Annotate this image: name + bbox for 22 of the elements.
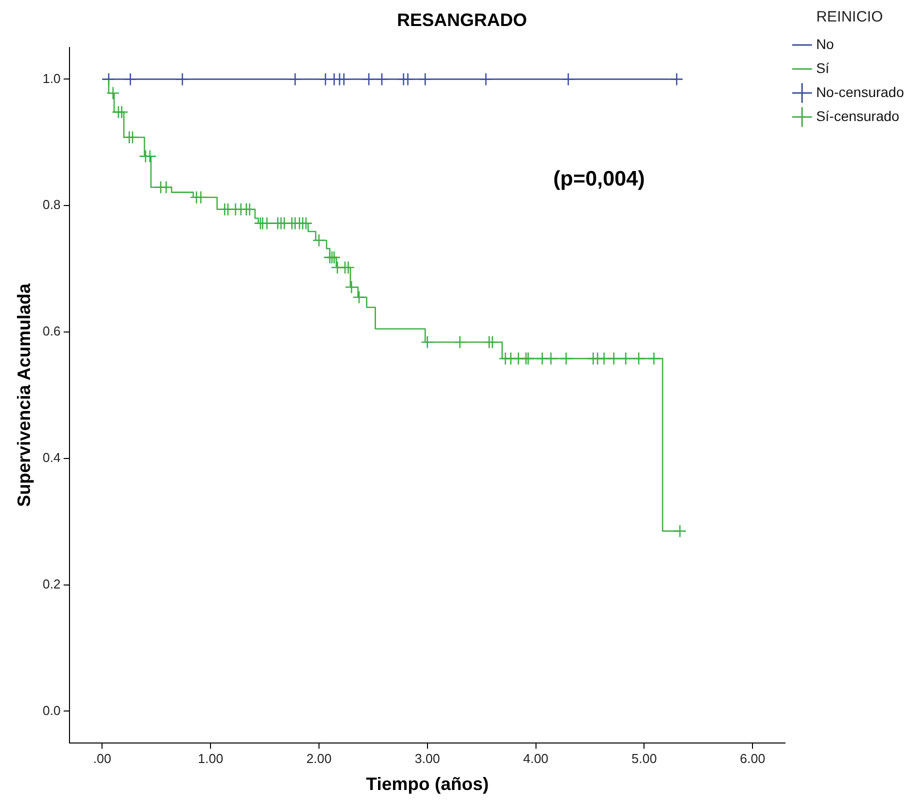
x-tick-label: 4.00 bbox=[523, 751, 548, 766]
x-tick-label: 5.00 bbox=[631, 751, 657, 766]
x-tick-label: .00 bbox=[93, 751, 112, 766]
x-tick-label: 6.00 bbox=[740, 751, 766, 766]
legend-label: Sí bbox=[816, 60, 830, 76]
y-tick-label: 0.8 bbox=[42, 197, 61, 212]
x-tick-label: 1.00 bbox=[198, 751, 224, 766]
y-tick-label: 1.0 bbox=[42, 70, 61, 86]
legend-title: REINICIO bbox=[816, 8, 883, 26]
chart-title: RESANGRADO bbox=[396, 10, 528, 30]
y-tick-label: 0.6 bbox=[42, 324, 61, 339]
y-tick-label: 0.2 bbox=[42, 576, 61, 592]
legend-label: Sí-censurado bbox=[816, 108, 900, 124]
y-tick-label: 0.0 bbox=[42, 702, 61, 718]
x-tick-label: 2.00 bbox=[306, 751, 332, 766]
annotation: (p=0,004) bbox=[553, 167, 645, 190]
legend-label: No bbox=[816, 36, 834, 52]
y-tick-label: 0.4 bbox=[42, 450, 61, 465]
x-axis-title: Tiempo (años) bbox=[366, 774, 489, 794]
x-tick-label: 3.00 bbox=[414, 751, 440, 766]
y-axis-title: Supervivencia Acumulada bbox=[14, 282, 34, 507]
legend-label: No-censurado bbox=[816, 84, 904, 100]
